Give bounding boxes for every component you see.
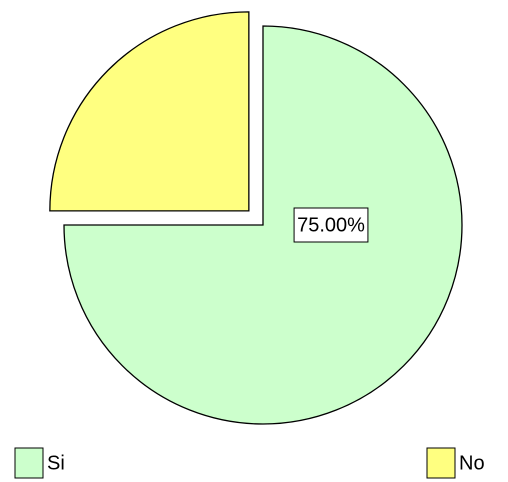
value-label: 75.00% — [297, 214, 365, 236]
legend-label: Si — [47, 452, 65, 474]
legend-label: No — [459, 452, 485, 474]
pie-slice — [63, 25, 463, 425]
legend-swatch — [14, 447, 44, 479]
value-label-box — [293, 207, 369, 243]
legend-swatch — [426, 447, 456, 479]
pie-slice — [49, 11, 250, 212]
